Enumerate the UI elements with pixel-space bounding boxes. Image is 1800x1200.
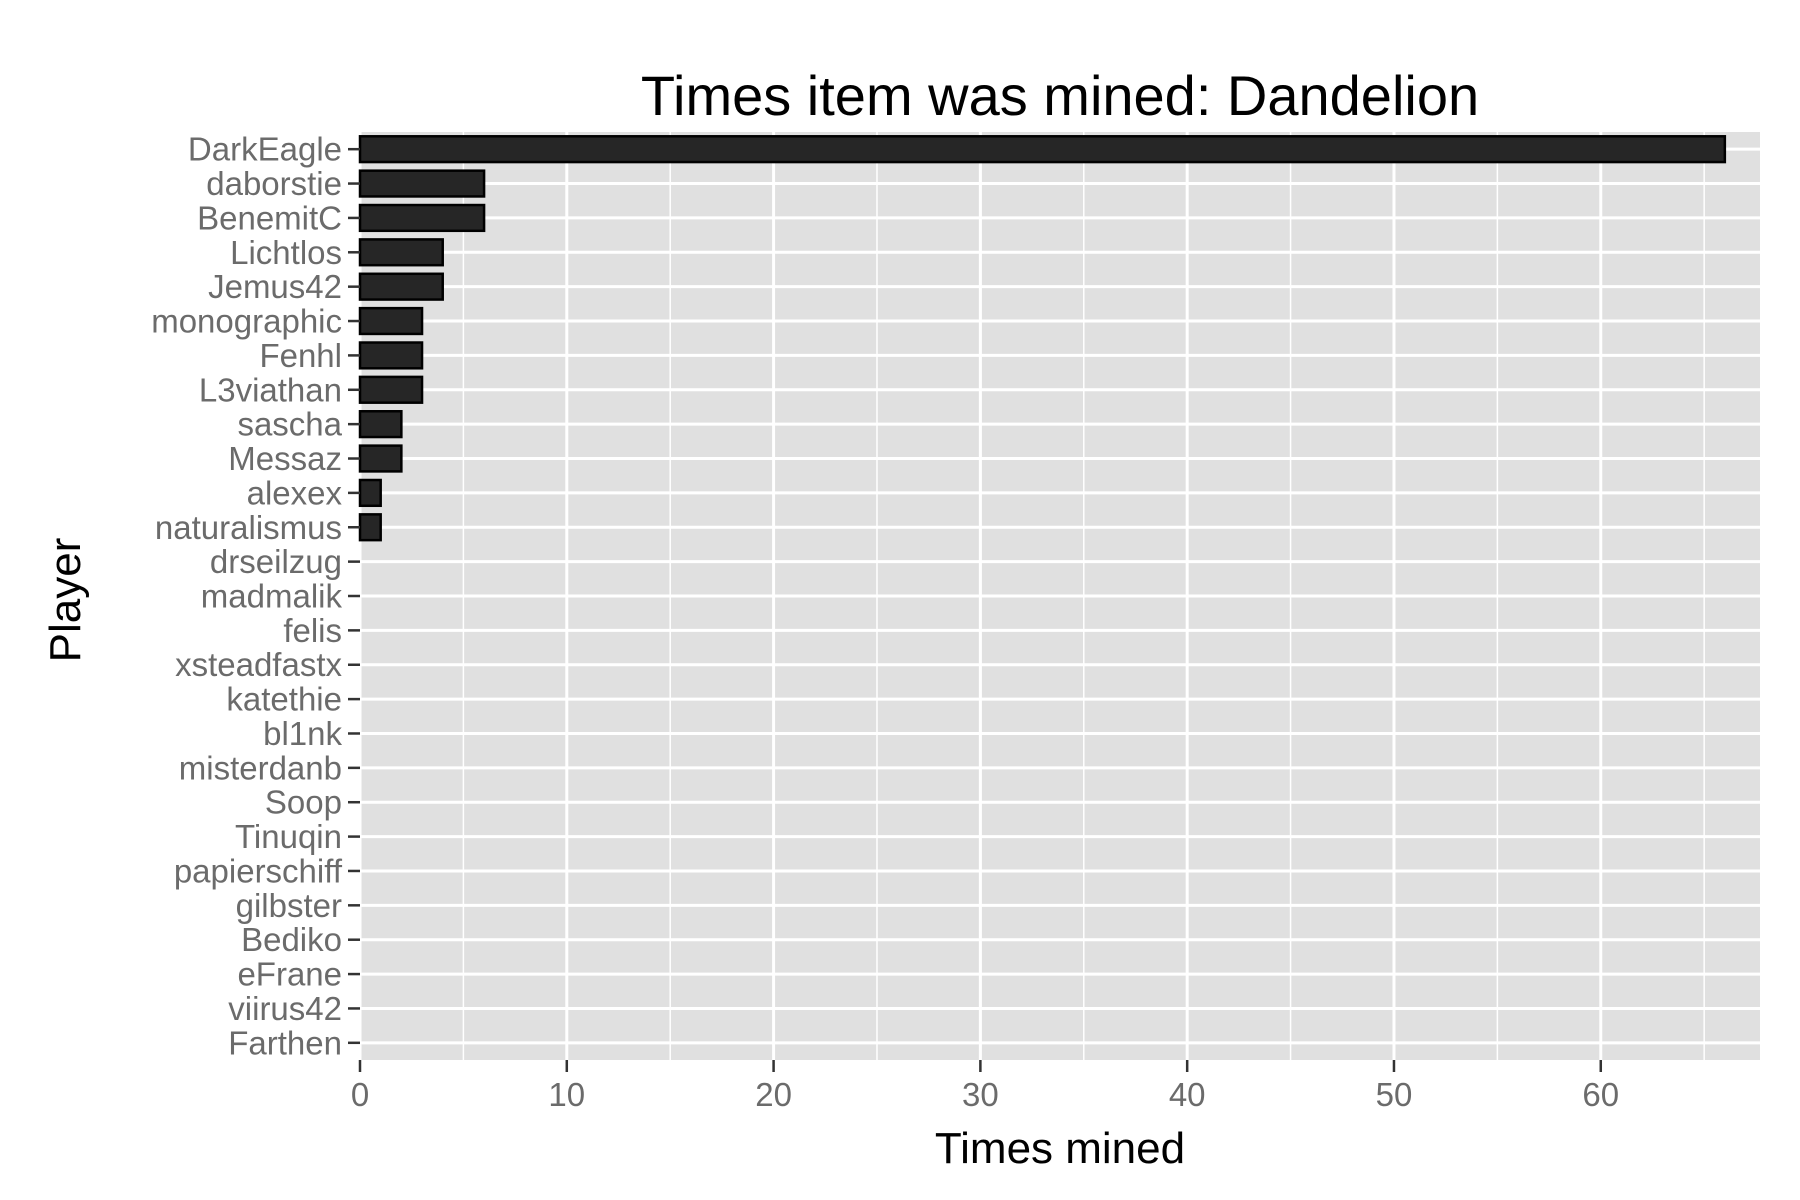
x-tick-label: 40 — [1169, 1076, 1206, 1113]
y-tick-label: Farthen — [228, 1024, 342, 1061]
x-tick-label: 0 — [351, 1076, 369, 1113]
bar-DarkEagle — [358, 135, 1727, 164]
y-tick-label: Tinuqin — [235, 818, 342, 855]
y-tick-label: bl1nk — [263, 715, 342, 752]
y-tick-label: madmalik — [201, 578, 343, 615]
bar-Messaz — [358, 444, 403, 473]
y-axis: DarkEagledaborstieBenemitCLichtlosJemus4… — [151, 131, 360, 1061]
y-tick-label: naturalismus — [155, 509, 342, 546]
y-tick-label: Bediko — [241, 921, 342, 958]
y-tick-label: DarkEagle — [188, 131, 342, 168]
y-tick-label: daborstie — [206, 165, 342, 202]
bar-naturalismus — [358, 513, 382, 542]
y-tick-label: monographic — [151, 303, 342, 340]
x-axis-title: Times mined — [935, 1124, 1185, 1173]
y-tick-label: gilbster — [236, 887, 342, 924]
plot-panel — [358, 132, 1760, 1060]
y-tick-label: Lichtlos — [230, 234, 342, 271]
y-tick-label: Fenhl — [259, 337, 342, 374]
bar-alexex — [358, 478, 382, 508]
bar-BenemitC — [358, 203, 486, 233]
y-tick-label: eFrane — [237, 956, 342, 993]
y-tick-label: Jemus42 — [208, 268, 342, 305]
bar-L3viathan — [358, 375, 424, 404]
x-tick-label: 50 — [1376, 1076, 1413, 1113]
bar-Jemus42 — [358, 272, 444, 301]
bars — [358, 135, 1727, 542]
chart-title: Times item was mined: Dandelion — [641, 64, 1479, 127]
bar-sascha — [358, 410, 403, 439]
bar-daborstie — [358, 169, 486, 198]
x-tick-label: 60 — [1582, 1076, 1619, 1113]
y-tick-label: papierschiff — [174, 852, 343, 889]
bar-Lichtlos — [358, 238, 444, 267]
y-tick-label: sascha — [237, 406, 342, 443]
y-tick-label: katethie — [226, 681, 342, 718]
y-tick-label: Soop — [265, 784, 342, 821]
y-axis-title: Player — [41, 538, 90, 663]
x-tick-label: 20 — [755, 1076, 792, 1113]
y-tick-label: L3viathan — [199, 371, 342, 408]
bar-Fenhl — [358, 341, 424, 370]
x-tick-label: 30 — [962, 1076, 999, 1113]
y-tick-label: viirus42 — [228, 990, 342, 1027]
x-tick-label: 10 — [548, 1076, 585, 1113]
y-tick-label: felis — [283, 612, 342, 649]
y-tick-label: BenemitC — [197, 199, 342, 236]
y-tick-label: misterdanb — [179, 749, 342, 786]
bar-monographic — [358, 306, 424, 336]
x-axis: 0 10 20 30 40 50 60 — [351, 1060, 1619, 1113]
y-tick-label: Messaz — [228, 440, 342, 477]
y-tick-label: alexex — [247, 474, 343, 511]
y-tick-label: xsteadfastx — [175, 646, 342, 683]
y-tick-label: drseilzug — [210, 543, 342, 580]
